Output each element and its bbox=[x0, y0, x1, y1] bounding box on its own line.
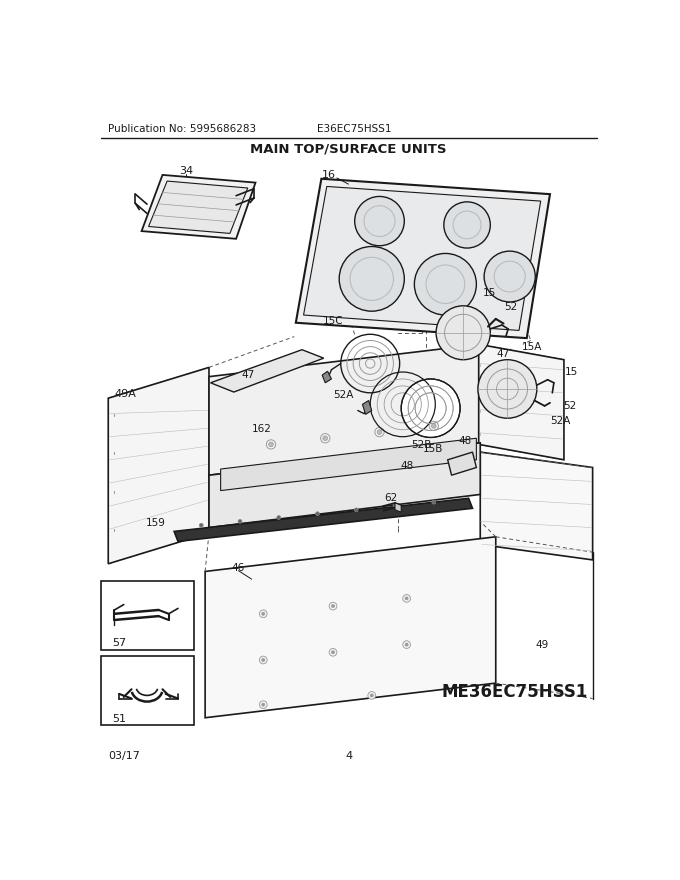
Circle shape bbox=[259, 700, 267, 708]
Circle shape bbox=[484, 251, 535, 302]
Text: 47: 47 bbox=[497, 348, 510, 358]
Text: E36EC75HSS1: E36EC75HSS1 bbox=[318, 124, 392, 134]
Text: 15: 15 bbox=[483, 288, 496, 297]
Polygon shape bbox=[174, 498, 473, 541]
Text: 34: 34 bbox=[179, 166, 193, 176]
Circle shape bbox=[262, 658, 265, 662]
Polygon shape bbox=[447, 452, 477, 475]
Circle shape bbox=[316, 512, 320, 516]
Text: ME36EC75HSS1: ME36EC75HSS1 bbox=[442, 684, 588, 701]
Text: 52A: 52A bbox=[333, 390, 353, 400]
Circle shape bbox=[436, 306, 490, 360]
Polygon shape bbox=[141, 175, 256, 238]
Circle shape bbox=[339, 246, 405, 312]
Text: 15B: 15B bbox=[423, 444, 443, 454]
Circle shape bbox=[323, 436, 328, 441]
Circle shape bbox=[403, 641, 411, 649]
Circle shape bbox=[320, 434, 330, 443]
Circle shape bbox=[259, 656, 267, 664]
Circle shape bbox=[370, 693, 373, 697]
Circle shape bbox=[329, 649, 337, 656]
Circle shape bbox=[377, 429, 382, 435]
Circle shape bbox=[267, 440, 275, 449]
Circle shape bbox=[262, 703, 265, 706]
Circle shape bbox=[432, 500, 436, 504]
FancyBboxPatch shape bbox=[101, 656, 194, 725]
Circle shape bbox=[269, 442, 273, 447]
Circle shape bbox=[478, 360, 537, 418]
Text: 159: 159 bbox=[146, 518, 165, 528]
Text: 52: 52 bbox=[563, 401, 577, 411]
Circle shape bbox=[262, 612, 265, 615]
Text: 46: 46 bbox=[232, 562, 245, 573]
Text: 57: 57 bbox=[112, 638, 126, 648]
Circle shape bbox=[431, 423, 436, 429]
Polygon shape bbox=[479, 344, 564, 459]
Text: 15C: 15C bbox=[322, 316, 343, 326]
Text: 51: 51 bbox=[112, 715, 126, 724]
Circle shape bbox=[444, 202, 490, 248]
Polygon shape bbox=[480, 452, 593, 560]
Polygon shape bbox=[148, 181, 248, 233]
Circle shape bbox=[277, 516, 281, 519]
Text: MAIN TOP/SURFACE UNITS: MAIN TOP/SURFACE UNITS bbox=[250, 143, 447, 156]
Text: 15: 15 bbox=[564, 367, 578, 377]
Circle shape bbox=[329, 602, 337, 610]
Circle shape bbox=[238, 519, 242, 524]
Polygon shape bbox=[296, 179, 550, 338]
Polygon shape bbox=[209, 443, 480, 528]
Text: 52: 52 bbox=[505, 303, 517, 312]
Circle shape bbox=[402, 380, 459, 436]
Text: 52A: 52A bbox=[550, 416, 571, 426]
Polygon shape bbox=[108, 368, 209, 564]
Circle shape bbox=[331, 651, 335, 654]
Text: 16: 16 bbox=[322, 170, 336, 180]
Circle shape bbox=[393, 504, 397, 508]
Circle shape bbox=[354, 508, 358, 512]
Circle shape bbox=[368, 692, 375, 700]
Text: 48: 48 bbox=[458, 436, 471, 445]
FancyBboxPatch shape bbox=[101, 581, 194, 650]
Circle shape bbox=[403, 595, 411, 602]
Text: 52B: 52B bbox=[411, 440, 432, 451]
Circle shape bbox=[405, 643, 408, 646]
Circle shape bbox=[355, 196, 405, 246]
Circle shape bbox=[429, 422, 439, 430]
Text: 49: 49 bbox=[536, 640, 549, 649]
Text: 47: 47 bbox=[241, 370, 254, 380]
Polygon shape bbox=[220, 438, 477, 491]
Circle shape bbox=[414, 253, 477, 315]
Text: 62: 62 bbox=[384, 494, 398, 503]
Circle shape bbox=[405, 597, 408, 600]
Text: 15A: 15A bbox=[522, 341, 542, 352]
Text: 49A: 49A bbox=[114, 389, 136, 400]
Text: 4: 4 bbox=[345, 752, 352, 761]
Text: 162: 162 bbox=[252, 424, 271, 434]
Text: 03/17: 03/17 bbox=[108, 752, 140, 761]
Polygon shape bbox=[303, 187, 541, 330]
Polygon shape bbox=[211, 349, 324, 392]
Polygon shape bbox=[395, 502, 401, 512]
Text: 48: 48 bbox=[400, 461, 413, 471]
Polygon shape bbox=[362, 400, 372, 414]
Text: Publication No: 5995686283: Publication No: 5995686283 bbox=[108, 124, 256, 134]
Circle shape bbox=[331, 605, 335, 607]
Circle shape bbox=[259, 610, 267, 618]
Polygon shape bbox=[322, 371, 331, 383]
Circle shape bbox=[199, 524, 203, 527]
Polygon shape bbox=[205, 537, 496, 718]
Polygon shape bbox=[209, 344, 480, 475]
Circle shape bbox=[375, 428, 384, 436]
